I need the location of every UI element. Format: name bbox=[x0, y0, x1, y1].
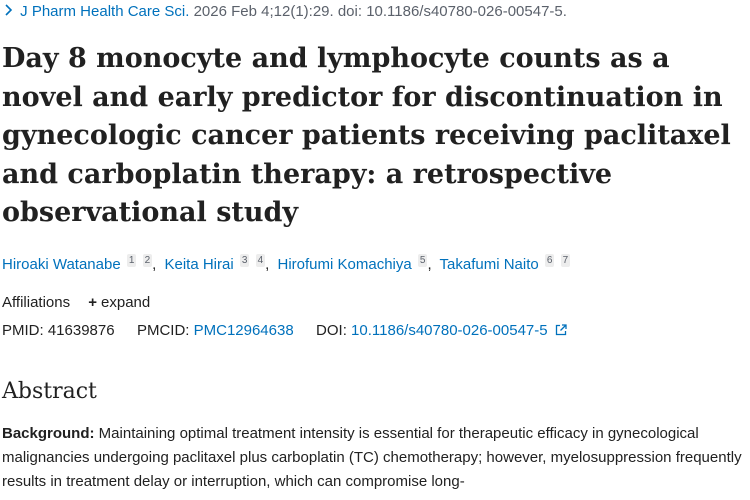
author-link[interactable]: Hiroaki Watanabe bbox=[2, 256, 121, 273]
affiliation-ref[interactable]: 5 bbox=[417, 254, 428, 267]
affiliation-ref[interactable]: 1 bbox=[126, 254, 137, 267]
plus-icon: + bbox=[88, 294, 98, 311]
affiliation-ref[interactable]: 4 bbox=[255, 254, 266, 267]
author-separator: , bbox=[265, 256, 270, 273]
background-text: Maintaining optimal treatment intensity … bbox=[2, 425, 742, 490]
citation-line: J Pharm Health Care Sci. 2026 Feb 4;12(1… bbox=[4, 2, 567, 22]
pmcid-link[interactable]: PMC12964638 bbox=[193, 322, 294, 339]
author-link[interactable]: Keita Hirai bbox=[164, 256, 234, 273]
pmid-value: 41639876 bbox=[47, 322, 115, 339]
citation-details: 2026 Feb 4;12(1):29. doi: 10.1186/s40780… bbox=[189, 3, 567, 20]
author-item: Keita Hirai 3 4, bbox=[164, 254, 277, 273]
expand-affiliations-button[interactable]: + expand bbox=[88, 294, 150, 311]
chevron-right-icon[interactable] bbox=[4, 2, 16, 22]
author-link[interactable]: Takafumi Naito bbox=[439, 256, 539, 273]
author-item: Takafumi Naito 6 7 bbox=[439, 254, 571, 273]
expand-label: expand bbox=[101, 294, 151, 311]
author-list: Hiroaki Watanabe 1 2, Keita Hirai 3 4, H… bbox=[2, 254, 571, 276]
background-label: Background: bbox=[2, 425, 95, 442]
article-title: Day 8 monocyte and lymphocyte counts as … bbox=[2, 43, 731, 228]
affiliation-ref[interactable]: 7 bbox=[560, 254, 571, 267]
external-link-icon[interactable] bbox=[555, 322, 567, 336]
pmcid-label: PMCID: bbox=[136, 322, 190, 339]
author-separator: , bbox=[152, 256, 157, 273]
pmid-label: PMID: bbox=[2, 322, 44, 339]
doi-link[interactable]: 10.1186/s40780-026-00547-5 bbox=[351, 322, 548, 339]
identifiers-row: PMID: 41639876 PMCID: PMC12964638 DOI: 1… bbox=[2, 321, 567, 341]
affiliations-row: Affiliations + expand bbox=[2, 293, 150, 313]
author-separator: , bbox=[427, 256, 432, 273]
affiliation-ref[interactable]: 3 bbox=[239, 254, 250, 267]
doi-label: DOI: bbox=[316, 322, 347, 339]
affiliations-label: Affiliations bbox=[2, 294, 71, 311]
abstract-paragraph: Background: Maintaining optimal treatmen… bbox=[2, 422, 747, 494]
author-item: Hiroaki Watanabe 1 2, bbox=[2, 254, 164, 273]
abstract-heading: Abstract bbox=[2, 379, 97, 404]
author-item: Hirofumi Komachiya 5, bbox=[277, 254, 440, 273]
author-link[interactable]: Hirofumi Komachiya bbox=[277, 256, 412, 273]
affiliation-ref[interactable]: 6 bbox=[544, 254, 555, 267]
affiliation-ref[interactable]: 2 bbox=[142, 254, 153, 267]
journal-link[interactable]: J Pharm Health Care Sci. bbox=[20, 3, 190, 20]
